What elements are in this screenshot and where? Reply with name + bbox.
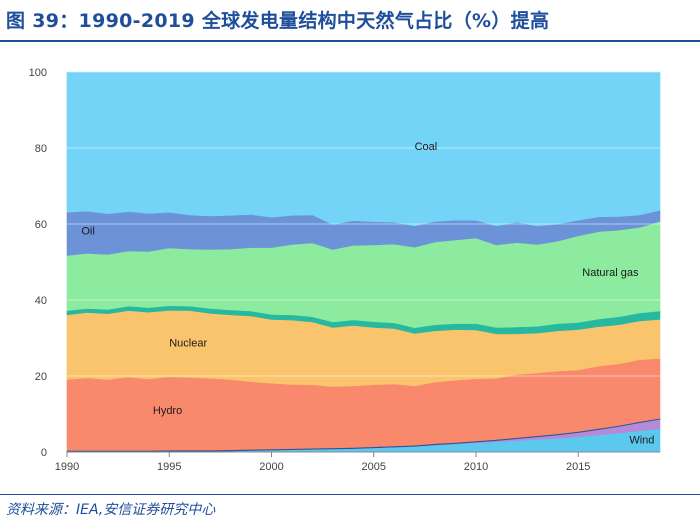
gridlines (67, 71, 660, 453)
x-axis: 1990 1995 2000 2005 2010 2015 (55, 452, 590, 473)
area-coal (66, 71, 661, 227)
x-tick-label: 2015 (566, 461, 590, 473)
series-label-coal: Coal (415, 141, 438, 153)
source-note: 资料来源：IEA,安信证券研究中心 (6, 502, 216, 518)
y-tick-label: 0 (41, 447, 47, 459)
y-tick-label: 40 (35, 295, 47, 307)
y-tick-label: 80 (35, 143, 47, 155)
stacked-area-chart: 0 20 40 60 80 100 1990 1995 2000 2005 2010 2015 Co… (29, 67, 661, 473)
source-divider (0, 494, 700, 495)
series-label-wind: Wind (629, 435, 654, 447)
series-label-oil: Oil (81, 225, 94, 237)
title-divider (0, 40, 700, 42)
x-tick-label: 1995 (157, 461, 181, 473)
series-label-hydro: Hydro (153, 405, 182, 417)
x-tick-label: 2000 (259, 461, 283, 473)
series-label-nuclear: Nuclear (169, 337, 207, 349)
y-axis: 0 20 40 60 80 100 (29, 67, 47, 459)
y-tick-label: 20 (35, 371, 47, 383)
series-label-natural-gas: Natural gas (582, 267, 639, 279)
y-tick-label: 60 (35, 219, 47, 231)
series-labels: Coal Oil Natural gas Nuclear Hydro Wind (81, 141, 654, 447)
y-tick-label: 100 (29, 67, 47, 79)
x-tick-label: 1990 (55, 461, 79, 473)
x-tick-label: 2005 (361, 461, 385, 473)
area-layers (66, 71, 661, 453)
x-tick-label: 2010 (464, 461, 488, 473)
figure-title: 图 39：1990-2019 全球发电量结构中天然气占比（%）提高 (6, 10, 550, 32)
